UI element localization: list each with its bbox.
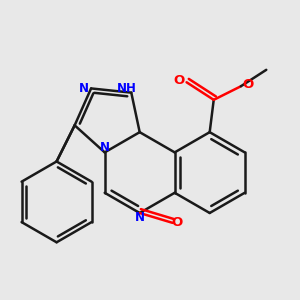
Text: N: N	[79, 82, 89, 95]
Text: O: O	[174, 74, 185, 87]
Text: O: O	[172, 216, 183, 230]
Text: NH: NH	[116, 82, 136, 95]
Text: N: N	[135, 211, 145, 224]
Text: N: N	[100, 141, 110, 154]
Text: O: O	[242, 78, 253, 91]
